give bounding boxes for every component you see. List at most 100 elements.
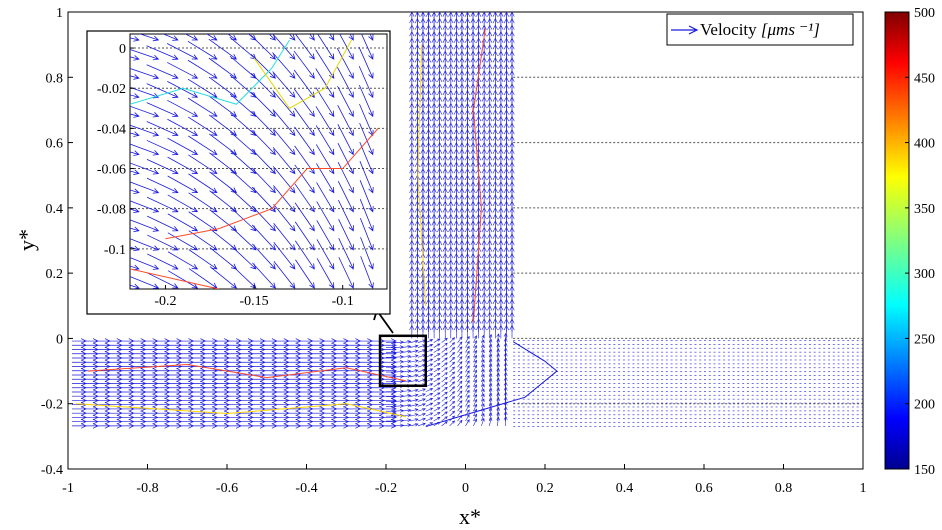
- colorbar: [884, 11, 910, 470]
- vector-arrow: [465, 389, 470, 397]
- vector-arrow: [417, 388, 426, 392]
- vector-arrow: [441, 337, 448, 343]
- vector-arrow: [465, 365, 470, 373]
- vector-arrow: [401, 423, 412, 427]
- vector-arrow: [450, 12, 452, 19]
- vector-arrow: [449, 381, 456, 387]
- vector-arrow: [393, 394, 404, 399]
- vector-arrow: [496, 362, 500, 373]
- vector-arrow: [409, 339, 419, 344]
- vector-arrow: [481, 368, 485, 378]
- vector-arrow: [457, 390, 463, 397]
- inset-y-tick-label: -0.08: [97, 203, 126, 218]
- vector-arrow: [457, 385, 463, 392]
- y-axis-label: y*: [14, 229, 39, 251]
- vector-arrow: [473, 389, 477, 397]
- vector-arrow: [393, 399, 404, 403]
- vector-arrow: [401, 354, 412, 359]
- vector-arrow: [473, 354, 477, 363]
- vector-arrow: [441, 401, 448, 407]
- vector-arrow: [425, 397, 434, 402]
- vector-arrow: [465, 345, 470, 353]
- y-tick-label: 0.4: [46, 202, 64, 217]
- vector-arrow: [393, 408, 404, 413]
- vector-arrow: [456, 12, 457, 19]
- vector-arrow: [457, 380, 463, 387]
- vector-arrow: [496, 357, 500, 368]
- vector-arrow: [457, 370, 463, 378]
- vector-arrow: [444, 12, 446, 19]
- vector-arrow: [481, 363, 485, 373]
- vector-arrow: [409, 403, 419, 407]
- colorbar-tick-label: 500: [914, 6, 935, 21]
- vector-arrow: [393, 389, 404, 394]
- x-tick-label: 0.4: [616, 481, 634, 496]
- vector-arrow: [433, 358, 441, 363]
- vector-arrow: [503, 406, 508, 417]
- vector-arrow: [449, 376, 456, 383]
- colorbar-tick-label: 450: [914, 71, 935, 86]
- vector-arrow: [457, 351, 463, 358]
- vector-arrow: [393, 364, 404, 369]
- vector-arrow: [393, 355, 404, 359]
- vector-arrow: [465, 360, 470, 368]
- vector-arrow: [433, 397, 441, 402]
- vector-arrow: [441, 386, 448, 392]
- inset-y-tick-label: -0.04: [97, 122, 126, 137]
- inset-x-tick-label: -0.15: [239, 294, 268, 309]
- vector-arrow: [433, 407, 441, 412]
- vector-arrow: [503, 332, 508, 343]
- vector-arrow: [465, 399, 470, 407]
- y-tick-label: 1: [56, 6, 63, 21]
- vector-arrow: [481, 383, 485, 392]
- vector-arrow: [441, 347, 448, 353]
- vector-arrow: [449, 420, 456, 427]
- vector-arrow: [417, 417, 426, 422]
- x-tick-label: -0.8: [136, 481, 158, 496]
- vector-arrow: [401, 359, 412, 364]
- vector-arrow: [425, 402, 434, 407]
- x-tick-label: -1: [62, 481, 74, 496]
- vector-arrow: [503, 415, 508, 426]
- vector-arrow: [473, 349, 477, 358]
- legend: Velocity [μms ⁻¹]: [666, 13, 854, 46]
- vector-arrow: [417, 12, 418, 19]
- vector-arrow: [483, 12, 485, 19]
- vector-arrow: [441, 352, 448, 358]
- vector-arrow: [449, 386, 456, 392]
- vector-arrow: [441, 372, 448, 378]
- vector-arrow: [503, 396, 508, 407]
- vector-arrow: [473, 393, 477, 402]
- inset-x-tick-label: -0.2: [154, 294, 176, 309]
- vector-arrow: [473, 340, 477, 348]
- vector-arrow: [409, 388, 419, 393]
- vector-arrow: [409, 344, 419, 349]
- vector-arrow: [481, 359, 485, 368]
- vector-arrow: [425, 407, 434, 412]
- vector-arrow: [433, 382, 441, 387]
- vector-arrow: [449, 346, 456, 353]
- colorbar-tick-label: 200: [914, 398, 935, 413]
- vector-arrow: [481, 339, 485, 348]
- vector-arrow: [425, 392, 434, 397]
- vector-arrow: [441, 421, 448, 427]
- vector-arrow: [473, 364, 477, 373]
- colorbar-tick-label: 300: [914, 267, 935, 282]
- vector-arrow: [465, 355, 470, 363]
- y-tick-label: 0.2: [46, 267, 64, 282]
- vector-arrow: [449, 371, 456, 378]
- vector-arrow: [496, 338, 500, 348]
- vector-arrow: [393, 345, 404, 350]
- vector-arrow: [409, 359, 419, 363]
- vector-arrow: [449, 410, 456, 417]
- vector-arrow: [496, 416, 500, 426]
- vector-arrow: [409, 418, 419, 422]
- vector-arrow: [441, 357, 448, 363]
- vector-arrow: [441, 367, 448, 373]
- vector-arrow: [401, 364, 412, 369]
- vector-arrow: [473, 384, 477, 392]
- vector-arrow: [393, 350, 404, 354]
- colorbar-tick-label: 150: [914, 463, 935, 478]
- vector-arrow: [496, 406, 500, 417]
- vector-arrow: [441, 381, 448, 387]
